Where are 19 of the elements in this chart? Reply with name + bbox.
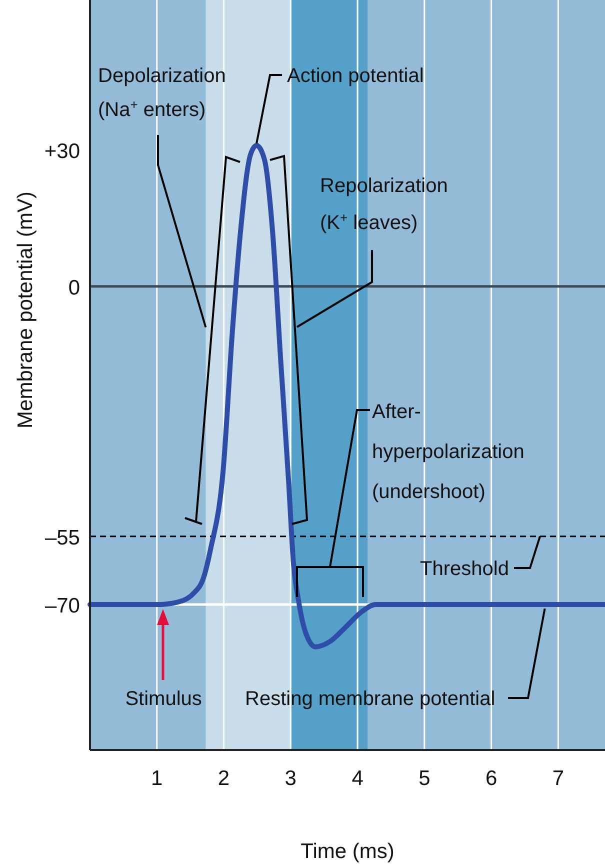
x-tick-label: 1 <box>151 767 163 790</box>
x-tick-label: 5 <box>418 767 430 790</box>
x-tick-label: 6 <box>485 767 498 790</box>
x-tick-label: 7 <box>552 767 564 790</box>
x-tick-label: 2 <box>218 767 230 790</box>
annotation: After- hyperpolarization (undershoot) <box>372 401 524 503</box>
annotation: Repolarization (K$^{+}$ leaves) <box>320 175 448 234</box>
y-tick-label: –70 <box>44 594 80 618</box>
annotation: Depolarization (Na$^{+}$ enters) <box>98 65 226 121</box>
y-tick-label: 0 <box>68 276 80 300</box>
x-tick-label: 3 <box>284 767 296 790</box>
y-axis-title: Membrane potential (mV) <box>14 192 37 428</box>
y-tick-label: –55 <box>44 526 80 550</box>
annotation: Resting membrane potential <box>245 688 496 710</box>
ref-line-label: Threshold <box>420 558 509 580</box>
x-axis-title: Time (ms) <box>300 840 394 863</box>
x-tick-label: 4 <box>352 767 364 790</box>
y-tick-label: +30 <box>44 140 80 163</box>
annotation: Stimulus <box>125 688 202 710</box>
